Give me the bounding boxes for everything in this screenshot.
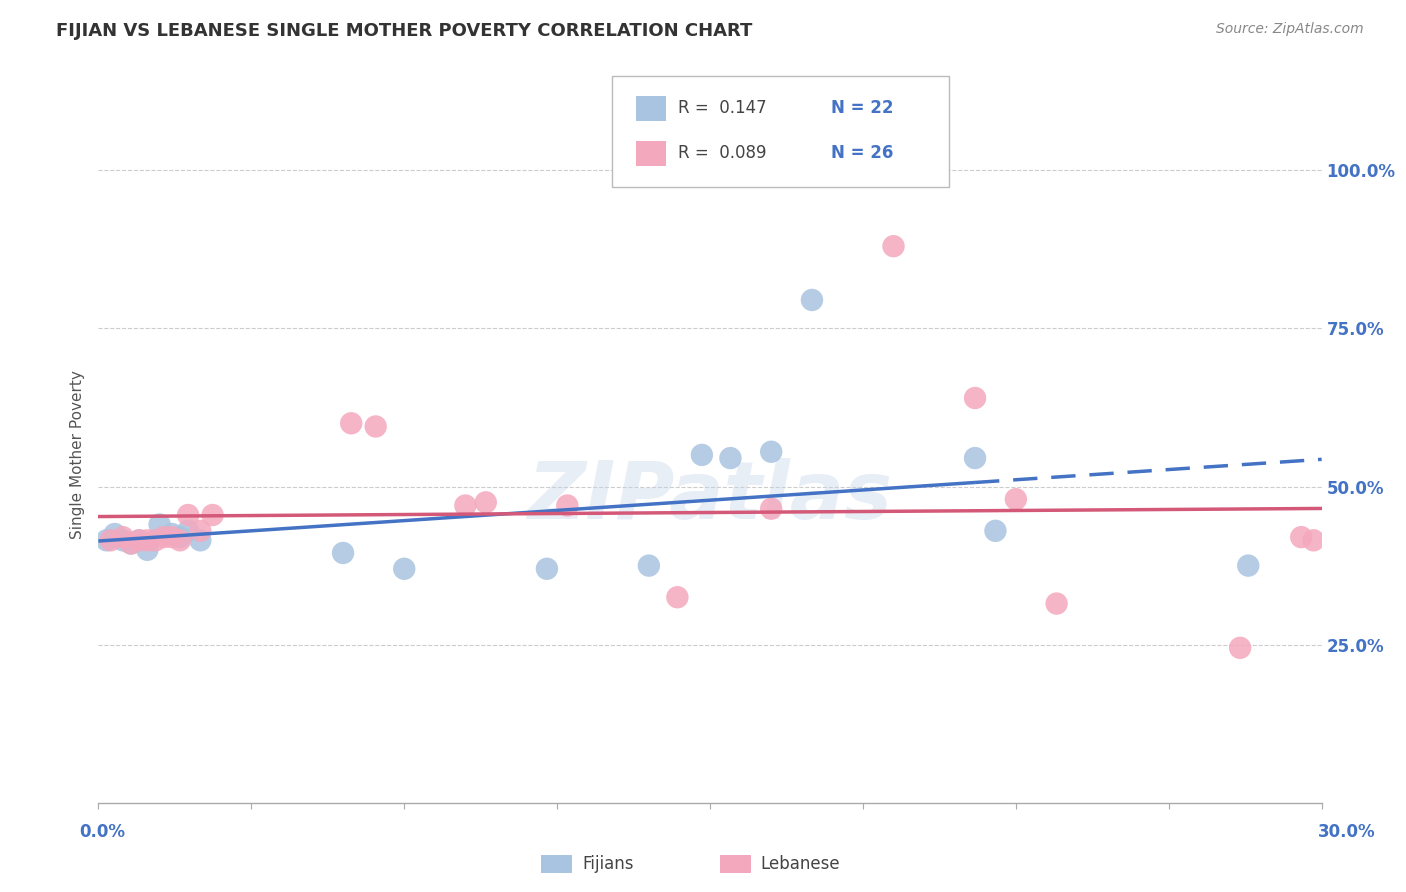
Point [536, 562, 558, 576]
Point [801, 293, 824, 307]
Point [965, 451, 987, 466]
Point [557, 499, 579, 513]
Point [1004, 492, 1026, 507]
Point [720, 451, 742, 466]
Point [638, 558, 661, 573]
Point [1229, 640, 1251, 655]
Point [1237, 558, 1260, 573]
Point [177, 524, 200, 538]
Point [883, 239, 905, 253]
Point [761, 501, 783, 516]
Point [177, 508, 200, 522]
Point [201, 508, 224, 522]
Text: 0.0%: 0.0% [80, 822, 125, 840]
Text: N = 22: N = 22 [831, 99, 893, 117]
Text: FIJIAN VS LEBANESE SINGLE MOTHER POVERTY CORRELATION CHART: FIJIAN VS LEBANESE SINGLE MOTHER POVERTY… [56, 22, 752, 40]
Point [145, 533, 167, 548]
Text: N = 26: N = 26 [831, 145, 893, 162]
Point [690, 448, 713, 462]
Point [120, 536, 142, 550]
Point [169, 533, 191, 548]
Text: R =  0.147: R = 0.147 [678, 99, 766, 117]
Point [169, 530, 191, 544]
Point [136, 533, 159, 548]
Point [160, 527, 183, 541]
Point [392, 562, 416, 576]
Point [104, 527, 127, 541]
Point [364, 419, 387, 434]
Point [120, 536, 142, 550]
Point [965, 391, 987, 405]
Point [666, 591, 689, 605]
Point [96, 533, 118, 548]
Point [1302, 533, 1324, 548]
Point [128, 533, 150, 548]
Point [111, 533, 134, 548]
Point [332, 546, 354, 560]
Text: R =  0.089: R = 0.089 [678, 145, 766, 162]
Y-axis label: Single Mother Poverty: Single Mother Poverty [70, 370, 86, 540]
Point [100, 533, 122, 548]
Point [188, 533, 212, 548]
Text: Source: ZipAtlas.com: Source: ZipAtlas.com [1216, 22, 1364, 37]
Point [474, 495, 498, 509]
Point [1045, 597, 1069, 611]
Text: Fijians: Fijians [582, 855, 634, 873]
Text: 30.0%: 30.0% [1319, 822, 1375, 840]
Point [340, 417, 363, 431]
Point [454, 499, 477, 513]
Point [152, 530, 174, 544]
Point [111, 530, 134, 544]
Point [188, 524, 212, 538]
Point [1291, 530, 1313, 544]
Point [160, 530, 183, 544]
Point [984, 524, 1007, 538]
Point [761, 444, 783, 458]
Point [136, 542, 159, 557]
Text: ZIPatlas: ZIPatlas [527, 458, 893, 536]
Text: Lebanese: Lebanese [761, 855, 841, 873]
Point [149, 517, 172, 532]
Point [128, 533, 150, 548]
